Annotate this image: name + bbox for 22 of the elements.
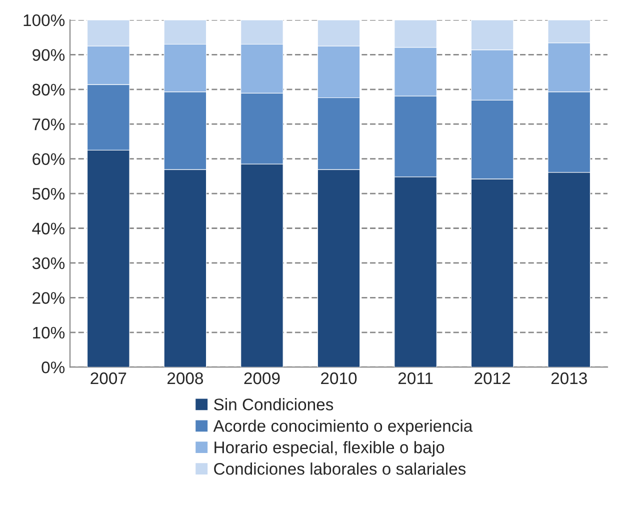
x-tick-label: 2010 bbox=[321, 372, 357, 384]
x-tick-label: 2013 bbox=[551, 372, 587, 384]
y-tick-label: 70% bbox=[32, 118, 65, 130]
x-tick-label: 2009 bbox=[244, 372, 280, 384]
y-tick-label: 40% bbox=[32, 222, 65, 234]
y-tick-label: 0% bbox=[42, 362, 65, 374]
y-tick-label: 80% bbox=[32, 84, 65, 96]
y-tick-label: 20% bbox=[32, 292, 65, 304]
x-tick-label: 2008 bbox=[167, 372, 203, 384]
y-tick-label: 90% bbox=[32, 49, 65, 61]
legend-label: Horario especial, flexible o bajo bbox=[214, 441, 444, 457]
legend-label: Sin Condiciones bbox=[214, 398, 334, 410]
legend-label: Condiciones laborales o salariales bbox=[214, 462, 466, 475]
y-tick-label: 10% bbox=[33, 326, 65, 339]
x-tick-label: 2011 bbox=[398, 372, 433, 384]
y-tick-label: 60% bbox=[32, 153, 65, 166]
y-tick-label: 50% bbox=[32, 188, 65, 200]
x-tick-label: 2007 bbox=[90, 372, 126, 384]
legend-label: Acorde conocimiento o experiencia bbox=[213, 420, 473, 436]
y-tick-label: 30% bbox=[32, 257, 65, 270]
x-tick-label: 2012 bbox=[474, 372, 510, 384]
y-tick-label: 100% bbox=[24, 14, 65, 26]
